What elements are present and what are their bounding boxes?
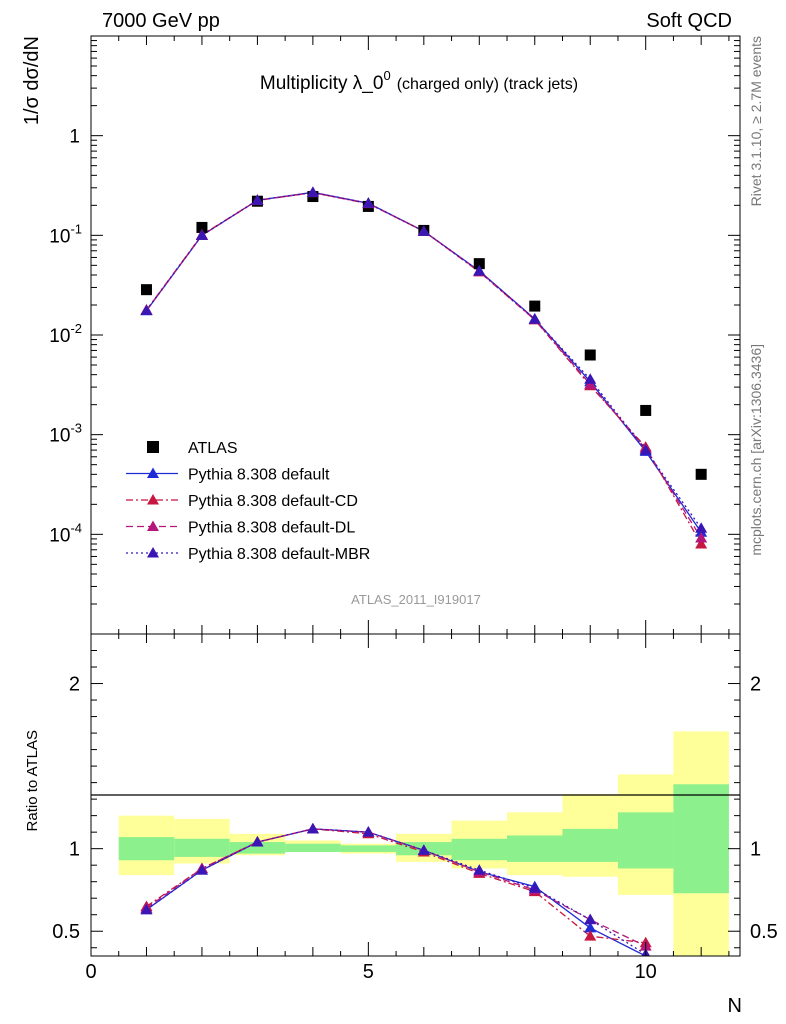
data-point-pythia [639,444,652,455]
data-point-pythia [695,537,708,549]
legend-item: Pythia 8.308 default-CD [126,493,358,510]
main-y-tick-label: 10-3 [49,421,82,447]
x-tick-label: 0 [85,961,96,983]
ratio-data-point [584,913,597,925]
main-x-ticks [90,36,730,634]
ratio-y-axis-label: Ratio to ATLAS [24,730,41,831]
ratio-data-point [362,826,375,837]
ratio-bands [118,731,729,956]
series-line [145,192,702,539]
uncertainty-band-green [229,842,286,854]
legend-item: Pythia 8.308 default-MBR [126,546,370,563]
data-point-atlas [529,300,541,312]
uncertainty-band-green [451,838,508,861]
main-y-tick-label: 1 [69,127,80,148]
ratio-series-line [146,828,646,944]
data-point-pythia [584,373,597,384]
ratio-y-ticks: 0.5 0.5 1 1 2 2 [52,650,778,949]
ratio-data-point [306,822,319,834]
data-point-pythia [473,265,486,276]
x-tick-label: 10 [635,961,657,983]
ratio-y-tick-label: 1 [69,839,80,861]
data-point-atlas [140,284,152,296]
data-point-atlas [640,404,652,416]
legend-label: Pythia 8.308 default-CD [188,493,358,510]
data-point-pythia [417,225,430,236]
ratio-data-point [584,930,597,941]
ratio-series [140,822,707,976]
ratio-data-point [251,836,264,847]
legend-item: Pythia 8.308 default [126,467,330,484]
main-y-tick-label: 10-1 [49,221,82,247]
main-plot-frame [90,35,741,635]
series-line [145,192,702,545]
mcplots-label: mcplots.cern.ch [arXiv:1306.3436] [748,344,764,556]
uncertainty-band-green [174,838,230,857]
legend: ATLAS Pythia 8.308 default Pythia 8.308 de… [126,440,370,563]
ratio-data-point [417,844,430,855]
uncertainty-band-green [507,835,563,862]
uncertainty-band-green [285,843,341,852]
legend-marker [147,494,159,505]
ratio-y-tick-label-right: 2 [750,674,761,696]
ratio-data-point [584,921,597,933]
ratio-x-ticks: 0 5 10 [85,634,730,983]
rivet-version-label: Rivet 3.1.10, ≥ 2.7M events [748,36,764,206]
data-point-pythia [251,194,264,205]
data-point-pythia [195,229,208,240]
ratio-data-point [695,965,707,976]
ratio-y-tick-label-right: 0.5 [750,921,778,943]
data-point-atlas [584,349,596,361]
legend-label: Pythia 8.308 default-MBR [188,546,370,563]
legend-label: Pythia 8.308 default [188,467,330,484]
main-y-axis-label: 1/σ dσ/dN [21,36,43,125]
uncertainty-band-green [562,828,618,862]
plot-title: Multiplicity λ_00(charged only) (track j… [260,68,578,94]
legend-marker [147,441,159,453]
data-point-pythia [695,531,708,543]
legend-marker [147,520,159,531]
ratio-data-point [140,903,153,915]
header-energy-label: 7000 GeV pp [102,10,220,32]
uncertainty-band-green [340,845,397,852]
data-point-pythia [528,313,541,324]
ratio-y-tick-label-right: 1 [750,839,761,861]
data-point-atlas [695,468,707,480]
main-y-ticks: 10-4 10-3 10-2 10-1 1 [49,35,740,635]
ratio-data-point [528,882,541,893]
header-category-label: Soft QCD [646,10,732,32]
uncertainty-band-green [673,784,729,894]
ratio-y-tick-label: 2 [69,674,80,696]
legend-item: Pythia 8.308 default-DL [126,520,355,537]
ratio-y-tick-label: 0.5 [52,921,80,943]
data-point-pythia [306,186,319,198]
data-point-atlas [196,221,208,233]
ratio-data-point [473,864,486,875]
uncertainty-band-green [617,812,674,869]
legend-label: ATLAS [188,440,238,457]
x-tick-label: 5 [363,961,374,983]
legend-marker [147,547,159,558]
data-point-atlas [473,258,485,270]
data-point-pythia [362,197,375,208]
main-panel: Multiplicity λ_00(charged only) (track j… [21,35,741,635]
legend-item: ATLAS [147,440,238,457]
x-axis-label: N [728,995,742,1017]
ratio-panel: 0.5 0.5 1 1 2 2 0 5 10 Ratio to ATLAS N [24,633,778,1017]
main-series [140,186,708,549]
data-point-pythia [140,304,153,316]
data-point-pythia [695,522,708,533]
ratio-plot-frame [90,633,741,957]
ratio-series-line [146,828,647,955]
main-y-tick-label: 10-2 [49,321,82,347]
ratio-data-point [195,864,208,875]
analysis-label: ATLAS_2011_I919017 [351,592,481,607]
main-y-tick-label: 10-4 [49,520,82,546]
uncertainty-band-green [118,837,175,861]
legend-marker [147,467,159,478]
legend-label: Pythia 8.308 default-DL [188,520,355,537]
